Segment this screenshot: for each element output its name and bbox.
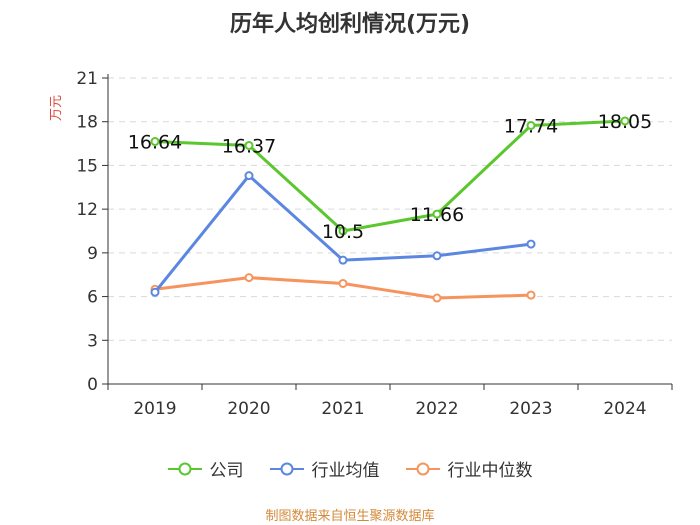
y-tick-label: 0 [87, 375, 98, 395]
data-point-industry-mean [338, 255, 348, 265]
x-tick-label: 2021 [321, 399, 364, 419]
data-point-industry-mean [150, 287, 160, 297]
legend-label-industry-mean: 行业均值 [311, 461, 380, 481]
data-label-company: 17.74 [504, 116, 558, 138]
data-point-industry-mean [244, 171, 254, 181]
x-tick-label: 2024 [603, 399, 646, 419]
data-point-company [244, 140, 254, 150]
x-tick-label: 2022 [415, 399, 458, 419]
data-point-industry-mean [432, 251, 442, 261]
legend-label-company: 公司 [209, 461, 244, 481]
y-axis-label: 万元 [49, 95, 64, 121]
x-tick-label: 2020 [227, 399, 270, 419]
x-tick-label: 2019 [133, 399, 176, 419]
y-tick-label: 9 [87, 244, 98, 264]
data-label-company: 18.05 [598, 111, 652, 133]
series-line-company [154, 119, 626, 233]
legend-marker-industry-mean [269, 462, 304, 475]
data-label-company: 16.37 [222, 135, 276, 157]
legend-item-industry-mean[interactable]: 行业均值 [269, 456, 380, 481]
legend-item-company[interactable]: 公司 [167, 456, 244, 481]
legend: 公司 行业均值 行业中位数 [0, 456, 700, 481]
legend-marker-industry-median [405, 462, 440, 475]
data-point-company [620, 116, 630, 126]
data-label-company: 16.64 [128, 132, 182, 154]
legend-item-industry-median[interactable]: 行业中位数 [405, 456, 533, 481]
y-tick-label: 15 [76, 156, 98, 176]
data-label-company: 11.66 [410, 204, 464, 226]
data-label-company: 10.5 [322, 221, 364, 243]
data-point-industry-median [244, 273, 254, 283]
data-point-industry-mean [526, 239, 536, 249]
data-point-industry-median [432, 293, 442, 303]
chart-title: 历年人均创利情况(万元) [229, 12, 471, 37]
y-tick-label: 6 [87, 288, 98, 308]
y-tick-label: 12 [76, 200, 98, 220]
data-point-industry-median [338, 278, 348, 288]
legend-label-industry-median: 行业中位数 [447, 461, 533, 481]
y-tick-label: 3 [87, 331, 98, 351]
data-point-company [432, 209, 442, 219]
data-point-company [150, 137, 160, 147]
source-note: 制图数据来自恒生聚源数据库 [265, 509, 435, 524]
data-point-company [526, 121, 536, 131]
y-tick-label: 18 [76, 113, 98, 133]
y-tick-label: 21 [76, 69, 98, 89]
legend-marker-company [167, 462, 202, 475]
data-point-company [338, 226, 348, 236]
x-tick-label: 2023 [509, 399, 552, 419]
data-point-industry-median [526, 290, 536, 300]
